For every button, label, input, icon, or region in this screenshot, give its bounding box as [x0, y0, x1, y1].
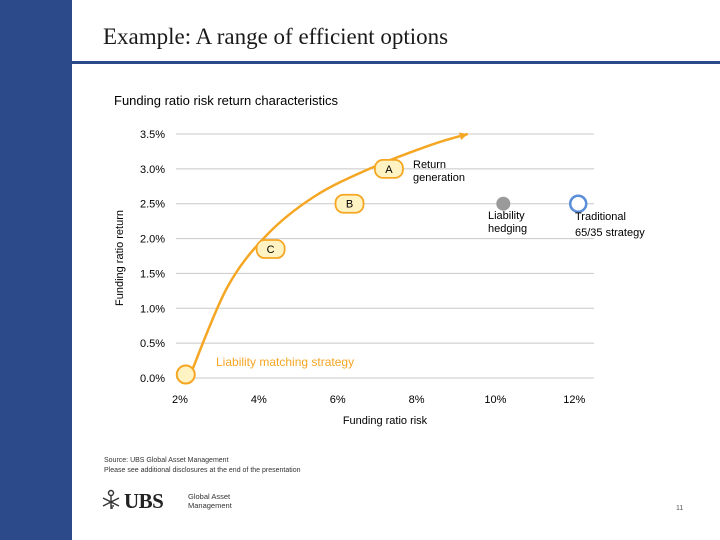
- point-b-label: B: [346, 199, 353, 211]
- point-a-marker: [374, 158, 404, 179]
- traditional-label-2: 65/35 strategy: [575, 227, 645, 239]
- ubs-wordmark: UBS: [124, 489, 164, 513]
- y-tick-label: 2.5%: [140, 199, 165, 211]
- y-tick-label: 0.0%: [140, 373, 165, 385]
- y-tick-label: 3.5%: [140, 129, 165, 141]
- return-generation-label-2: generation: [413, 172, 465, 184]
- keys-icon: [102, 489, 120, 509]
- x-tick-label: 10%: [484, 394, 506, 406]
- efficient-frontier-line: [190, 132, 469, 372]
- gam-wordmark: Global Asset Management: [188, 492, 248, 510]
- point-layer: A B C: [175, 158, 588, 385]
- slide-sidebar-band: [0, 0, 72, 540]
- liability-hedging-label-1: Liability: [488, 210, 525, 222]
- y-axis-label: Funding ratio return: [114, 210, 126, 306]
- y-tick-label: 2.0%: [140, 234, 165, 246]
- y-tick-label: 0.5%: [140, 338, 165, 350]
- disclosure-footnote: Please see additional disclosures at the…: [104, 467, 301, 474]
- curve-layer: [190, 132, 469, 372]
- slide-title: Example: A range of efficient options: [103, 24, 449, 49]
- frontier-arrowhead: [458, 132, 468, 141]
- x-tick-label: 2%: [172, 394, 188, 406]
- return-generation-label-1: Return: [413, 159, 446, 171]
- x-tick-label: 8%: [409, 394, 425, 406]
- liability-hedging-label-2: hedging: [488, 223, 527, 235]
- traditional-label-1: Traditional: [575, 211, 626, 223]
- y-tick-label: 1.5%: [140, 268, 165, 280]
- y-tick-label: 1.0%: [140, 303, 165, 315]
- point-a-label: A: [385, 164, 393, 176]
- point-c-marker: [255, 239, 286, 259]
- title-divider: [72, 61, 720, 64]
- label-layer: Liability matching strategy Liabilityhedg…: [216, 159, 645, 369]
- axis-layer: 0.0% 0.5% 1.0% 1.5% 2.0% 2.5% 3.0% 3.5% 2% 4% 6% 8%…: [114, 129, 586, 427]
- point-b-marker: [334, 193, 365, 214]
- x-tick-label: 4%: [251, 394, 267, 406]
- y-tick-label: 3.0%: [140, 164, 165, 176]
- liability-matching-label: Liability matching strategy: [216, 355, 354, 369]
- source-footnote: Source: UBS Global Asset Management: [104, 457, 229, 464]
- x-tick-label: 6%: [330, 394, 346, 406]
- point-c-label: C: [267, 244, 275, 256]
- x-tick-label: 12%: [563, 394, 585, 406]
- liability-matching-marker: [175, 364, 196, 385]
- chart-heading: Funding ratio risk return characteristic…: [114, 93, 338, 108]
- page-number: 11: [676, 505, 684, 512]
- gam-line-1: Global Asset: [188, 492, 231, 501]
- grid-layer: [176, 133, 594, 379]
- x-axis-label: Funding ratio risk: [343, 415, 428, 427]
- gam-line-2: Management: [188, 501, 232, 510]
- liability-hedging-marker: [496, 196, 511, 211]
- traditional-strategy-marker: [568, 194, 588, 213]
